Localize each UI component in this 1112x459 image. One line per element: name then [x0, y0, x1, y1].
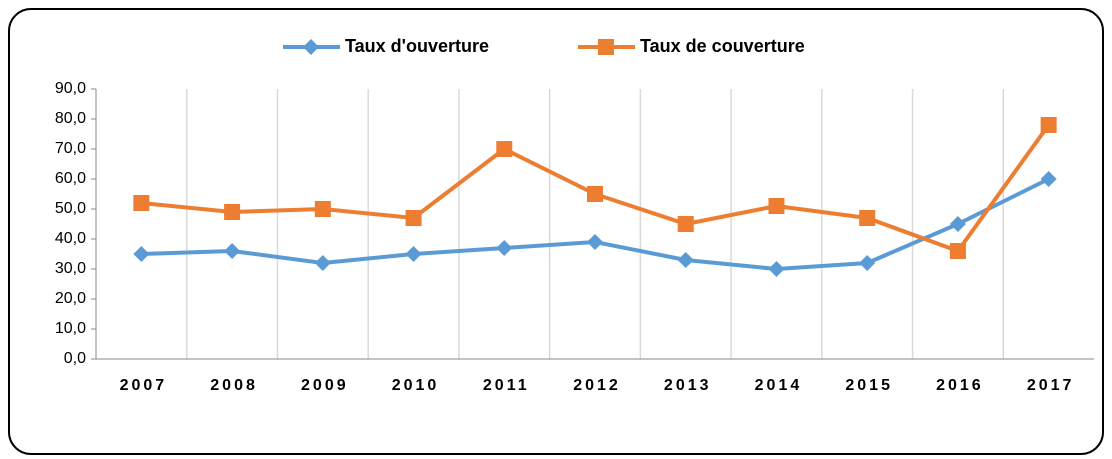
- point-marker: [496, 141, 513, 157]
- legend-label: Taux de couverture: [640, 36, 805, 56]
- point-marker: [314, 201, 331, 217]
- point-marker: [949, 216, 966, 232]
- point-marker: [133, 195, 150, 211]
- point-marker: [224, 243, 241, 259]
- x-tick-label: 2011: [483, 377, 530, 394]
- legend-marker: [598, 39, 614, 55]
- y-tick-label: 20,0: [55, 290, 86, 307]
- x-tick-label: 2010: [392, 377, 440, 394]
- point-marker: [587, 186, 603, 202]
- point-marker: [133, 246, 150, 262]
- point-marker: [859, 255, 876, 271]
- point-marker: [768, 198, 785, 214]
- point-marker: [1040, 171, 1057, 187]
- x-tick-label: 2017: [1027, 377, 1075, 394]
- x-tick-label: 2008: [210, 377, 258, 394]
- chart-frame: [8, 8, 1104, 455]
- y-tick-label: 40,0: [55, 230, 86, 247]
- y-tick-label: 30,0: [55, 260, 86, 277]
- point-marker: [859, 210, 876, 226]
- y-tick-label: 50,0: [55, 200, 86, 217]
- y-tick-label: 70,0: [55, 140, 86, 157]
- point-marker: [224, 204, 241, 220]
- point-marker: [1040, 117, 1057, 133]
- legend-label: Taux d'ouverture: [345, 36, 489, 56]
- x-tick-label: 2015: [845, 377, 893, 394]
- x-tick-label: 2014: [755, 377, 803, 394]
- point-marker: [949, 243, 966, 259]
- x-tick-label: 2009: [301, 377, 349, 394]
- point-marker: [677, 216, 694, 232]
- point-marker: [677, 252, 694, 268]
- x-tick-label: 2007: [120, 377, 168, 394]
- y-tick-label: 80,0: [55, 110, 86, 127]
- point-marker: [496, 240, 513, 256]
- y-tick-label: 10,0: [55, 320, 86, 337]
- point-marker: [587, 234, 603, 250]
- point-marker: [405, 210, 422, 226]
- x-tick-label: 2016: [936, 377, 984, 394]
- x-tick-label: 2013: [664, 377, 712, 394]
- point-marker: [314, 255, 331, 271]
- point-marker: [405, 246, 422, 262]
- point-marker: [768, 261, 785, 277]
- x-tick-label: 2012: [573, 377, 621, 394]
- y-tick-label: 90,0: [55, 80, 86, 97]
- legend-marker: [303, 39, 319, 55]
- y-tick-label: 0,0: [64, 350, 86, 367]
- y-tick-label: 60,0: [55, 170, 86, 187]
